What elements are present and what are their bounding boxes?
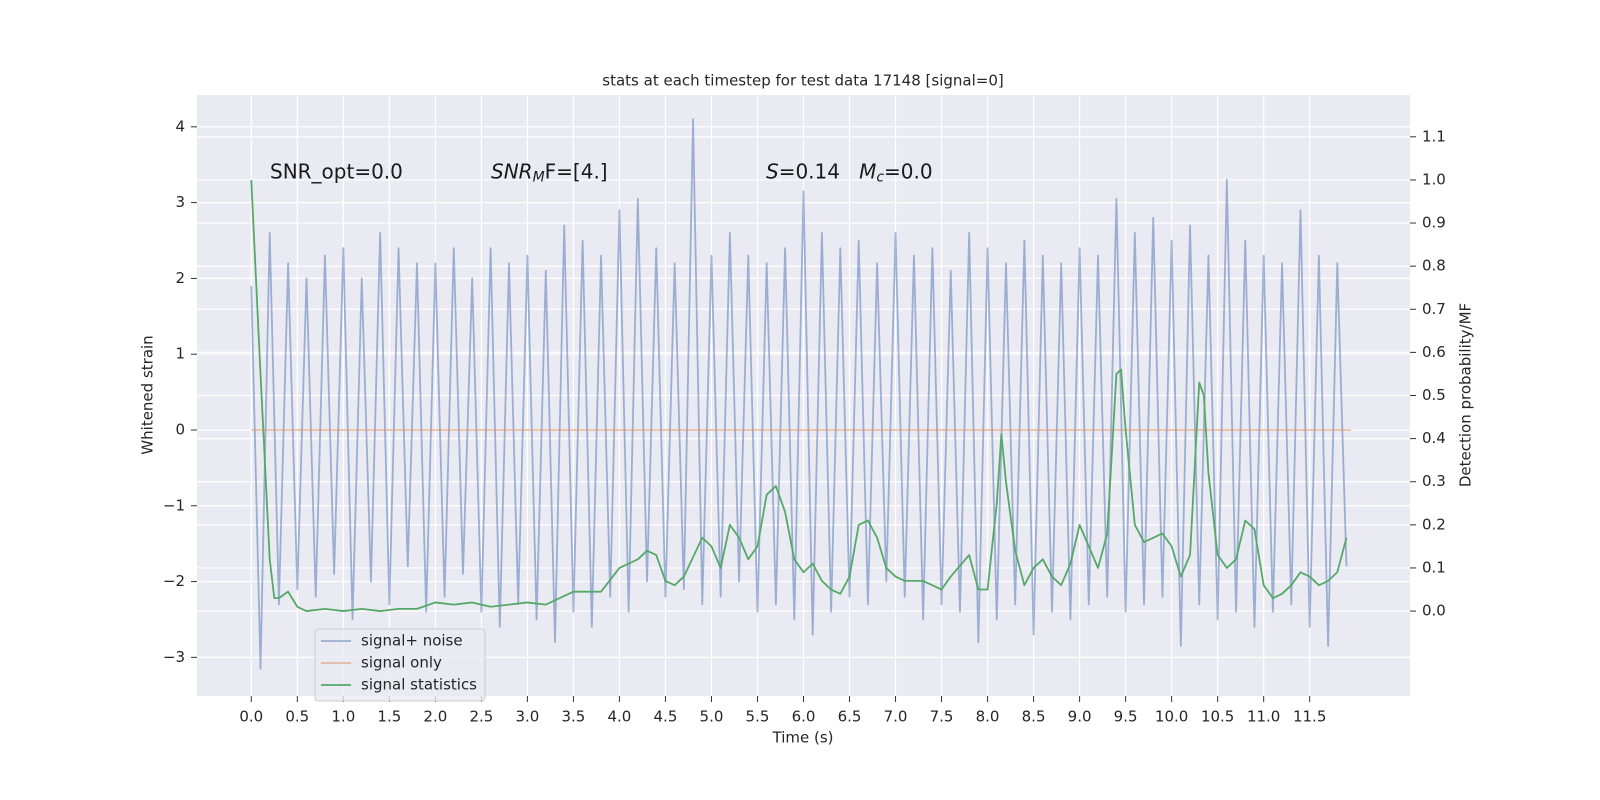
x-tick-label: 7.5	[930, 708, 954, 726]
x-tick-label: 0.0	[239, 708, 263, 726]
annotation: SNR_opt=0.0	[270, 159, 403, 183]
x-tick-label: 5.0	[700, 708, 724, 726]
y-tick-label: −3	[163, 648, 185, 666]
x-tick-label: 4.0	[608, 708, 632, 726]
x-tick-label: 1.0	[331, 708, 355, 726]
legend-box	[314, 628, 486, 702]
y-tick-label: 1	[175, 345, 185, 363]
legend-label: signal only	[361, 654, 442, 672]
annotation-part: c	[876, 169, 884, 185]
x-tick-label: 9.0	[1068, 708, 1092, 726]
x-tick-label: 3.5	[561, 708, 585, 726]
series-layer	[250, 118, 1352, 670]
annotation-part: M	[859, 159, 876, 183]
x-tick-label: 2.5	[469, 708, 493, 726]
x-tick-label: 6.0	[792, 708, 816, 726]
x-tick-label: 8.5	[1022, 708, 1046, 726]
y2-tick-label: 0.9	[1422, 214, 1446, 232]
y2-tick-label: 0.5	[1422, 386, 1446, 404]
y2-axis-label: Detection probability/MF	[1457, 303, 1475, 487]
annotation-part: S	[766, 159, 779, 183]
x-tick-label: 11.5	[1293, 708, 1326, 726]
y2-tick-label: 0.1	[1422, 558, 1446, 576]
y-tick-label: 3	[175, 193, 185, 211]
y2-tick-label: 0.3	[1422, 472, 1446, 490]
x-tick-label: 2.0	[423, 708, 447, 726]
y2-tick-label: 0.7	[1422, 300, 1446, 318]
x-tick-label: 4.5	[654, 708, 678, 726]
x-axis-label: Time (s)	[772, 729, 834, 747]
legend-label: signal+ noise	[361, 632, 463, 650]
y-tick-label: 2	[175, 269, 185, 287]
y2-tick-label: 0.8	[1422, 257, 1446, 275]
y-axis-label: Whitened strain	[139, 335, 157, 454]
y2-tick-label: 0.0	[1422, 602, 1446, 620]
y-tick-label: 0	[175, 420, 185, 438]
x-tick-label: 0.5	[285, 708, 309, 726]
x-tick-label: 5.5	[746, 708, 770, 726]
x-tick-label: 6.5	[838, 708, 862, 726]
y-tick-label: −1	[163, 496, 185, 514]
annotation-part: SNR_opt=0.0	[270, 159, 403, 183]
chart-title: stats at each timestep for test data 171…	[602, 72, 1003, 90]
y2-tick-label: 0.6	[1422, 343, 1446, 361]
x-tick-label: 10.0	[1155, 708, 1188, 726]
series-line	[250, 118, 1348, 670]
x-tick-label: 10.5	[1201, 708, 1234, 726]
annotation: SNRMF=[4.]	[491, 159, 608, 186]
annotation-part: =0.14	[779, 159, 859, 183]
y2-tick-label: 1.1	[1422, 127, 1446, 145]
x-tick-label: 11.0	[1247, 708, 1280, 726]
annotation: S=0.14 Mc=0.0	[766, 159, 933, 186]
y2-tick-label: 1.0	[1422, 170, 1446, 188]
annotation-part: F=[4.]	[545, 159, 608, 183]
y2-tick-label: 0.2	[1422, 515, 1446, 533]
x-tick-label: 7.0	[884, 708, 908, 726]
x-tick-label: 3.0	[515, 708, 539, 726]
x-tick-label: 8.0	[976, 708, 1000, 726]
annotation-part: =0.0	[884, 159, 933, 183]
legend-label: signal statistics	[361, 676, 477, 694]
series-line	[250, 179, 1348, 612]
x-tick-label: 1.5	[377, 708, 401, 726]
annotation-part: M	[533, 169, 545, 185]
annotation-part: SNR	[491, 159, 533, 183]
y-tick-label: 4	[175, 117, 185, 135]
x-tick-label: 9.5	[1114, 708, 1138, 726]
y-tick-label: −2	[163, 572, 185, 590]
y2-tick-label: 0.4	[1422, 429, 1446, 447]
